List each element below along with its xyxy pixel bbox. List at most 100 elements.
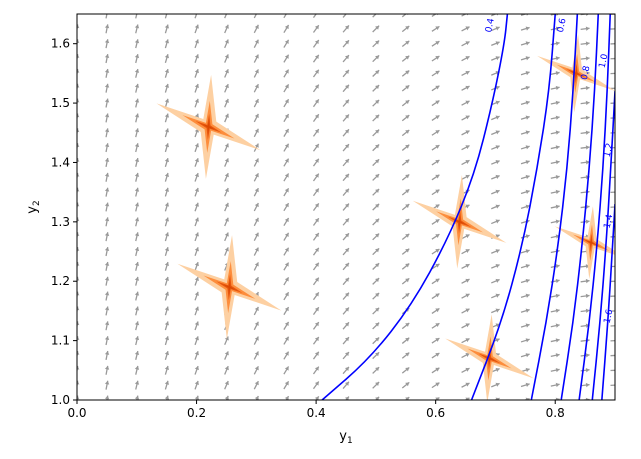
vector-arrow bbox=[461, 248, 470, 255]
vector-arrow bbox=[401, 292, 410, 300]
vector-arrow bbox=[342, 114, 350, 122]
vector-arrow bbox=[491, 249, 500, 254]
vector-arrow bbox=[401, 25, 410, 33]
vector-arrow bbox=[104, 157, 110, 168]
vector-arrow bbox=[374, 396, 380, 400]
x-tick-label: 0.8 bbox=[546, 406, 565, 420]
vector-arrow bbox=[461, 174, 470, 180]
vector-arrow bbox=[431, 114, 440, 121]
contour-label: 0.8 bbox=[580, 65, 593, 81]
vector-arrow bbox=[461, 159, 470, 166]
vector-arrow bbox=[372, 188, 380, 196]
vector-arrow bbox=[194, 261, 199, 271]
vector-arrow bbox=[580, 160, 590, 165]
vector-arrow bbox=[610, 206, 615, 208]
vector-arrow bbox=[461, 130, 470, 136]
vector-arrow bbox=[610, 354, 615, 357]
vector-arrow bbox=[134, 54, 140, 64]
vector-arrow bbox=[401, 322, 410, 330]
vector-arrow bbox=[134, 321, 140, 331]
vector-arrow bbox=[461, 85, 470, 91]
vector-arrow bbox=[224, 54, 229, 63]
vector-arrow bbox=[461, 308, 470, 314]
vector-arrow bbox=[431, 85, 440, 92]
vector-arrow bbox=[342, 218, 350, 226]
vector-arrow bbox=[372, 262, 380, 270]
vector-arrow bbox=[104, 380, 110, 390]
vector-arrow bbox=[431, 278, 440, 285]
vector-arrow bbox=[194, 321, 199, 331]
vector-arrow bbox=[401, 337, 410, 344]
vector-arrow bbox=[164, 261, 170, 271]
vector-arrow bbox=[520, 145, 530, 150]
vector-arrow bbox=[342, 247, 350, 256]
vector-arrow bbox=[431, 189, 440, 196]
vector-arrow bbox=[610, 28, 615, 30]
vector-arrow bbox=[520, 70, 530, 76]
vector-arrow bbox=[253, 158, 259, 167]
vector-arrow bbox=[164, 395, 170, 400]
vector-arrow bbox=[104, 261, 110, 271]
vector-arrow bbox=[104, 232, 110, 242]
vector-arrow bbox=[610, 295, 615, 297]
vector-arrow bbox=[461, 234, 470, 240]
vector-arrow bbox=[253, 54, 259, 63]
vector-arrow bbox=[550, 174, 560, 180]
vector-arrow bbox=[164, 202, 170, 212]
vector-arrow bbox=[134, 306, 140, 316]
vector-arrow bbox=[312, 69, 320, 78]
vector-arrow bbox=[194, 54, 199, 63]
vector-arrow bbox=[283, 217, 290, 227]
vector-arrow bbox=[164, 187, 170, 197]
vector-arrow bbox=[372, 366, 380, 374]
vector-arrow bbox=[550, 71, 560, 76]
vector-arrow bbox=[164, 39, 170, 49]
vector-arrow bbox=[283, 336, 290, 345]
vector-arrow bbox=[431, 382, 440, 389]
density-blob bbox=[537, 34, 615, 113]
vector-arrow bbox=[520, 189, 530, 195]
vector-arrow bbox=[580, 219, 590, 224]
vector-arrow bbox=[312, 143, 320, 152]
vector-arrow bbox=[224, 365, 229, 375]
vector-arrow bbox=[610, 161, 615, 164]
vector-arrow bbox=[312, 336, 320, 345]
vector-arrow bbox=[431, 263, 440, 270]
vector-arrow bbox=[283, 113, 290, 123]
vector-arrow bbox=[194, 187, 199, 197]
vector-arrow bbox=[401, 203, 410, 211]
vector-arrow bbox=[312, 173, 320, 182]
vector-arrow bbox=[253, 380, 259, 390]
vector-arrow bbox=[283, 24, 290, 34]
vector-arrow bbox=[104, 24, 110, 34]
vector-arrow bbox=[194, 158, 199, 167]
vector-arrow bbox=[134, 247, 140, 257]
vector-arrow bbox=[283, 277, 290, 286]
contour-label: 0.6 bbox=[556, 17, 569, 33]
vector-arrow bbox=[134, 187, 140, 197]
vector-arrow bbox=[194, 336, 199, 346]
vector-arrow bbox=[224, 187, 229, 197]
vector-arrow bbox=[491, 219, 500, 225]
vector-arrow bbox=[520, 204, 530, 209]
vector-arrow bbox=[312, 306, 320, 315]
vector-arrow bbox=[401, 70, 410, 77]
vector-arrow bbox=[550, 323, 560, 328]
vector-arrow bbox=[491, 263, 500, 269]
vector-arrow bbox=[134, 395, 140, 400]
vector-arrow bbox=[194, 202, 199, 212]
vector-arrow bbox=[434, 396, 440, 400]
vector-arrow bbox=[194, 172, 199, 182]
vector-arrow bbox=[104, 172, 110, 182]
vector-arrow bbox=[491, 115, 500, 121]
vector-arrow bbox=[431, 218, 440, 225]
vector-arrow bbox=[610, 280, 615, 283]
vector-arrow bbox=[461, 263, 470, 270]
y-tick-label: 1.5 bbox=[51, 96, 70, 110]
vector-arrow bbox=[312, 292, 320, 301]
vector-arrow bbox=[372, 337, 380, 345]
vector-arrow bbox=[491, 204, 500, 210]
vector-arrow bbox=[550, 308, 560, 313]
vector-arrow bbox=[550, 338, 560, 343]
vector-arrow bbox=[431, 70, 440, 77]
